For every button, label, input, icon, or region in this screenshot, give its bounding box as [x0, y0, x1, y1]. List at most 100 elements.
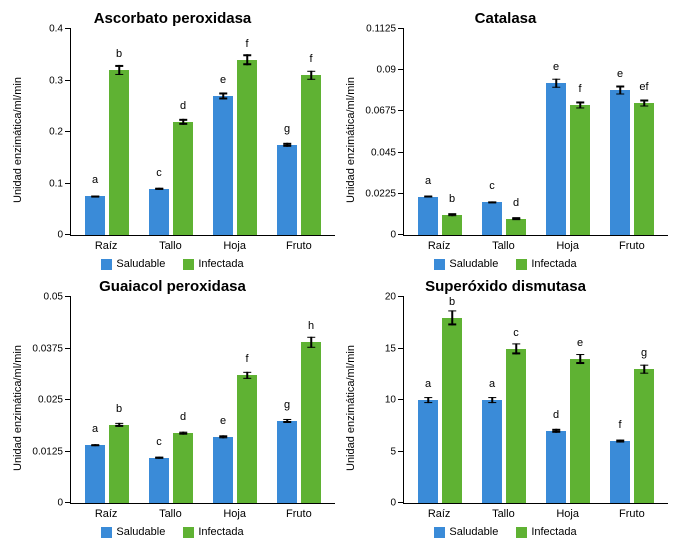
x-tick-label: Hoja [536, 236, 600, 252]
bar-group: fg [600, 297, 664, 503]
error-bar [643, 364, 645, 373]
significance-label: d [553, 409, 559, 421]
y-tick-label: 0 [390, 230, 404, 241]
y-tick-label: 0 [390, 498, 404, 509]
legend-label: Saludable [116, 258, 165, 270]
legend-label: Saludable [449, 526, 498, 538]
error-bar [427, 397, 429, 403]
y-tick-label: 0.0375 [32, 343, 71, 354]
bar-saludable: g [277, 421, 297, 503]
error-bar [182, 431, 184, 434]
significance-label: e [220, 74, 226, 86]
legend-item: Infectada [183, 526, 243, 538]
bar-group: ab [408, 297, 472, 503]
significance-label: e [577, 337, 583, 349]
error-bar [310, 71, 312, 81]
significance-label: b [116, 48, 122, 60]
y-tick-label: 0.1125 [366, 24, 404, 35]
legend-label: Saludable [449, 258, 498, 270]
legend-item: Infectada [516, 258, 576, 270]
bar-saludable: a [418, 197, 438, 235]
bar-infectada: g [634, 369, 654, 503]
legend-swatch [101, 259, 112, 270]
bar-saludable: a [482, 400, 502, 503]
bar-saludable: e [213, 437, 233, 503]
x-tick-label: Raíz [74, 236, 138, 252]
y-tick-label: 20 [385, 292, 404, 303]
bar-infectada: f [237, 375, 257, 503]
error-bar [515, 343, 517, 354]
y-tick-label: 15 [385, 343, 404, 354]
error-bar [555, 78, 557, 87]
significance-label: e [617, 68, 623, 80]
significance-label: f [309, 53, 312, 65]
significance-label: b [116, 403, 122, 415]
error-bar [158, 188, 160, 190]
x-tick-label: Fruto [267, 504, 331, 520]
significance-label: f [578, 83, 581, 95]
error-bar [619, 440, 621, 443]
y-tick-label: 0 [57, 498, 71, 509]
y-axis-label: Unidad enzimática/ml/min [343, 29, 359, 252]
bar-saludable: e [213, 96, 233, 235]
error-bar [579, 354, 581, 364]
error-bar [643, 100, 645, 107]
legend-swatch [516, 527, 527, 538]
error-bar [94, 444, 96, 446]
error-bar [491, 202, 493, 203]
bar-saludable: c [149, 458, 169, 503]
significance-label: f [245, 38, 248, 50]
x-tick-label: Hoja [203, 236, 267, 252]
y-tick-label: 5 [390, 446, 404, 457]
significance-label: ef [639, 81, 648, 93]
significance-label: f [618, 419, 621, 431]
significance-label: d [180, 100, 186, 112]
bar-group: ab [75, 297, 139, 503]
x-tick-label: Raíz [74, 504, 138, 520]
legend: Saludable Infectada [343, 258, 668, 270]
bar-infectada: b [109, 425, 129, 503]
error-bar [94, 196, 96, 197]
bar-saludable: c [149, 189, 169, 235]
legend-label: Infectada [198, 526, 243, 538]
bar-saludable: g [277, 145, 297, 235]
y-tick-label: 0.025 [38, 395, 71, 406]
significance-label: d [180, 411, 186, 423]
error-bar [246, 371, 248, 379]
significance-label: g [284, 123, 290, 135]
bar-infectada: h [301, 342, 321, 503]
plot-region: 00.02250.0450.06750.090.1125abcdefeef [403, 29, 668, 236]
bar-group: ef [203, 297, 267, 503]
error-bar [182, 119, 184, 125]
bar-infectada: e [570, 359, 590, 503]
bar-saludable: a [418, 400, 438, 503]
bar-group: ab [408, 29, 472, 235]
error-bar [427, 196, 429, 197]
chart-ascorbato: Ascorbato peroxidasaUnidad enzimática/ml… [10, 10, 335, 270]
y-axis-label: Unidad enzimática/ml/min [10, 297, 26, 520]
legend: SaludableInfectada [10, 526, 335, 538]
y-tick-label: 0.0125 [32, 446, 71, 457]
significance-label: a [489, 378, 495, 390]
bar-group: de [536, 297, 600, 503]
x-tick-label: Tallo [471, 236, 535, 252]
legend-swatch [183, 259, 194, 270]
error-bar [286, 143, 288, 147]
legend-label: Infectada [198, 258, 243, 270]
significance-label: a [92, 174, 98, 186]
bar-infectada: ef [634, 103, 654, 235]
significance-label: f [245, 353, 248, 365]
significance-label: c [513, 327, 519, 339]
y-axis-label: Unidad enzimática/ml/min [10, 29, 26, 252]
error-bar [286, 419, 288, 423]
error-bar [310, 337, 312, 349]
bar-group: cd [472, 29, 536, 235]
y-tick-label: 10 [385, 395, 404, 406]
error-bar [491, 397, 493, 403]
y-tick-label: 0 [57, 230, 71, 241]
significance-label: d [513, 197, 519, 209]
bar-group: ac [472, 297, 536, 503]
bar-saludable: c [482, 202, 502, 235]
x-tick-label: Tallo [138, 504, 202, 520]
y-tick-label: 0.0675 [365, 106, 404, 117]
